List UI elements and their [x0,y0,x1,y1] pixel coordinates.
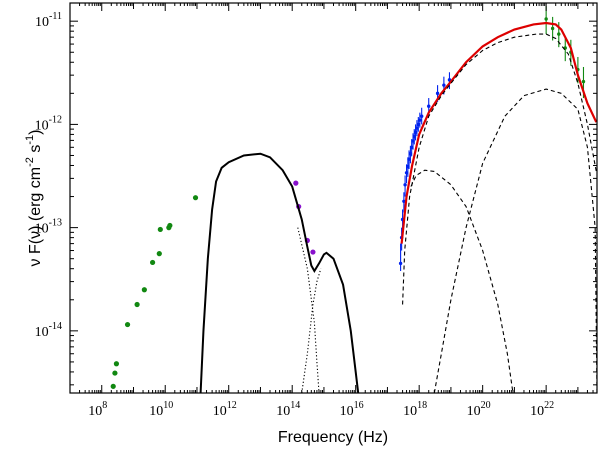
model-curve-7 [400,21,597,244]
y-tick-label: 10-12 [35,114,62,133]
y-tick-label: 10-13 [35,218,62,237]
data-point-0-4 [134,301,140,308]
data-point-1-0 [293,180,299,186]
y-axis-label: ν F(ν) (erg cm-2 s-1) [24,130,44,267]
x-axis-label: Frequency (Hz) [278,429,388,446]
x-tick-label: 1016 [340,400,364,419]
data-point-3-0 [544,17,548,21]
data-point-2-17 [427,104,431,108]
model-curve-6 [297,227,320,393]
y-axis: 10-14 10-13 10-12 10-11 [35,11,597,386]
data-point-0-11 [192,195,199,201]
data-point-0-1 [112,370,118,376]
model-curve-5 [301,268,322,393]
data-point-2-18 [435,91,440,96]
y-tick-label: 10-11 [35,11,62,30]
data-point-3-6 [581,79,586,84]
data-point-2-3 [402,199,406,203]
data-point-0-8 [157,226,163,233]
data-point-0-3 [124,321,131,328]
y-tick-label: 10-14 [35,321,62,340]
data-point-2-14 [416,122,421,127]
plot-frame [69,2,598,394]
data-point-0-7 [156,251,162,257]
x-tick-label: 1020 [467,400,491,419]
data-point-2-15 [418,118,422,122]
data-point-0-5 [141,287,147,293]
x-tick-label: 1010 [149,400,173,419]
data-point-3-1 [550,26,555,31]
data-point-3-2 [557,32,561,36]
data-point-0-0 [110,383,116,389]
data-point-1-3 [310,249,316,255]
data-point-0-6 [149,259,156,266]
data-point-0-2 [113,361,120,367]
data-point-2-4 [403,183,407,187]
data-point-2-16 [419,114,424,118]
data-point-0-10 [167,222,173,229]
model-curve-9 [410,169,514,393]
model-curve-4 [199,152,360,393]
x-tick-label: 1014 [276,400,300,419]
data-point-2-19 [442,83,446,87]
model-curve-10 [433,88,597,393]
model-curve-8 [402,33,597,305]
x-tick-label: 1012 [213,400,237,419]
x-tick-label: 108 [88,400,107,419]
data-point-2-0 [398,261,403,266]
x-tick-label: 1018 [403,400,427,419]
x-axis: 108 1010 1012 1014 1016 1018 1020 1022 [69,3,594,419]
x-tick-label: 1022 [530,400,554,419]
